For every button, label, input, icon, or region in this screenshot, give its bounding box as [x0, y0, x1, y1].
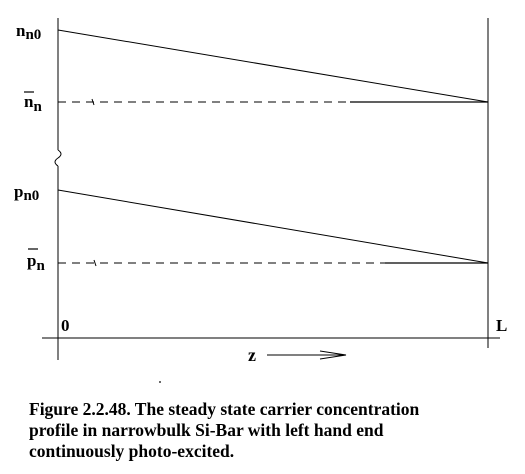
- z-arrow-head: [319, 350, 347, 360]
- label-pn0: pn0: [14, 182, 39, 204]
- hole-tick-mark: [93, 259, 97, 267]
- electron-tick-mark: [91, 98, 95, 106]
- z-axis-label: z: [248, 345, 256, 365]
- axis-break-mark: [54, 149, 62, 167]
- label-nn0: nn0: [16, 21, 41, 43]
- hole-profile-line: [57, 189, 489, 264]
- caption-line-1: Figure 2.2.48. The steady state carrier …: [29, 399, 420, 419]
- length-label-L: L: [496, 316, 507, 335]
- electron-profile-line: [57, 29, 489, 103]
- caption-line-2: profile in narrowbulk Si-Bar with left h…: [29, 420, 384, 440]
- origin-label: 0: [61, 316, 70, 335]
- label-nn-bar: nn: [24, 92, 42, 115]
- figure-caption: Figure 2.2.48. The steady state carrier …: [29, 399, 519, 462]
- caption-line-3: continuously photo-excited.: [29, 441, 235, 461]
- stray-dot: [159, 381, 161, 383]
- label-pn-bar: pn: [27, 251, 45, 274]
